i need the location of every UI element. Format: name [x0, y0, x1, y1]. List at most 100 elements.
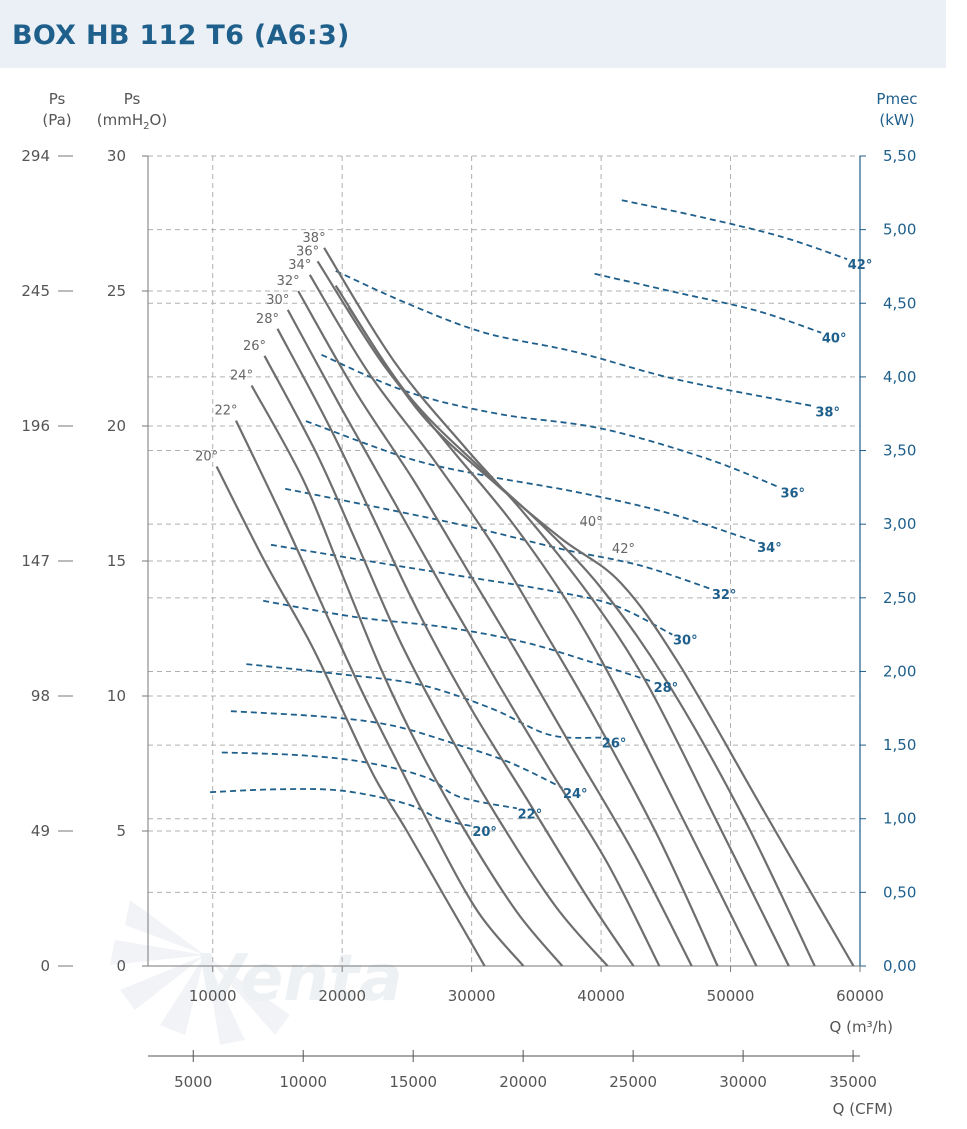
pressure-curves	[215, 247, 855, 967]
power-curve-20deg	[210, 788, 472, 827]
power-curve-40deg	[594, 272, 822, 334]
power-curve-26deg	[246, 663, 602, 739]
x2-axis-title: Q (CFM)	[833, 1100, 893, 1118]
power-curve-42deg	[621, 199, 848, 260]
power-axis-unit: (kW)	[879, 111, 914, 129]
power-curve-label: 22°	[518, 807, 543, 822]
pressure-curve-label: 36°	[296, 244, 319, 259]
mmh2o-tick-label: 5	[116, 822, 126, 840]
power-tick-label: 5,00	[883, 221, 916, 239]
power-curve-label: 30°	[673, 634, 698, 649]
power-tick-label: 5,50	[883, 147, 916, 165]
x-tick-label: 10000	[189, 987, 237, 1005]
pressure-curve-label: 30°	[266, 293, 289, 308]
power-tick-label: 0,50	[883, 883, 916, 901]
pa-tick-label: 245	[21, 282, 50, 300]
power-curve-38deg	[335, 270, 815, 408]
cfm-tick-label: 35000	[829, 1073, 877, 1091]
pressure-curve-34deg	[308, 274, 719, 967]
pressure-curve-26deg	[263, 355, 609, 967]
pa-axis-title: Ps	[49, 90, 66, 108]
pressure-curve-42deg	[347, 306, 855, 967]
pa-tick-label: 49	[31, 822, 50, 840]
pressure-curve-40deg	[334, 284, 816, 967]
pressure-curve-30deg	[286, 309, 661, 967]
power-tick-label: 4,50	[883, 294, 916, 312]
power-curve-label: 28°	[654, 681, 679, 696]
mmh2o-axis-unit: (mmH2O)	[97, 111, 167, 132]
pa-tick-label: 294	[21, 147, 50, 165]
power-curve-34deg	[305, 420, 757, 543]
x-tick-label: 50000	[707, 987, 755, 1005]
cfm-tick-label: 25000	[609, 1073, 657, 1091]
pressure-curve-36deg	[316, 260, 758, 967]
x-tick-label: 40000	[577, 987, 625, 1005]
pressure-curve-label: 24°	[230, 369, 253, 384]
power-curve-label: 26°	[602, 737, 627, 752]
curve-labels: 20°22°24°26°28°30°32°34°36°38°40°42°20°2…	[195, 231, 872, 840]
pa-tick-label: 0	[40, 957, 50, 975]
pressure-curve-label: 40°	[580, 515, 603, 530]
chart-title: BOX HB 112 T6 (A6:3)	[12, 20, 350, 51]
power-tick-label: 3,50	[883, 442, 916, 460]
power-curve-label: 20°	[472, 825, 497, 840]
pa-tick-label: 147	[21, 552, 50, 570]
pa-tick-label: 98	[31, 687, 50, 705]
brand-watermark-text: Venta	[195, 942, 403, 1016]
power-tick-label: 0,00	[883, 957, 916, 975]
power-curve-label: 24°	[563, 787, 588, 802]
pressure-curve-label: 28°	[256, 312, 279, 327]
mmh2o-axis-title: Ps	[124, 90, 141, 108]
power-curve-label: 32°	[712, 588, 737, 603]
pressure-curve-label: 26°	[243, 339, 266, 354]
pa-axis-unit: (Pa)	[42, 111, 71, 129]
power-curve-label: 34°	[757, 541, 782, 556]
power-tick-label: 2,00	[883, 662, 916, 680]
cfm-tick-label: 5000	[174, 1073, 212, 1091]
pressure-curve-28deg	[276, 328, 635, 967]
power-curve-28deg	[263, 599, 654, 683]
mmh2o-tick-label: 15	[107, 552, 126, 570]
mmh2o-tick-label: 0	[116, 957, 126, 975]
title-bar	[0, 0, 946, 68]
pressure-curve-label: 38°	[303, 231, 326, 246]
power-curve-label: 36°	[780, 486, 805, 501]
pressure-curve-label: 34°	[288, 258, 311, 273]
power-tick-label: 3,00	[883, 515, 916, 533]
mmh2o-tick-label: 10	[107, 687, 126, 705]
tick-labels: 0,00 0,50 1,00 1,50 2,00 2,50 3,00 3,50 4,00 4,50…	[21, 147, 916, 1091]
fan-logo-watermark	[110, 900, 290, 1045]
power-tick-label: 2,50	[883, 589, 916, 607]
x-axis-title: Q (m³/h)	[830, 1018, 893, 1036]
power-curve-36deg	[321, 353, 781, 489]
power-tick-label: 1,50	[883, 736, 916, 754]
power-tick-label: 4,00	[883, 368, 916, 386]
x-tick-label: 60000	[836, 987, 884, 1005]
power-curve-22deg	[221, 751, 518, 810]
power-curve-label: 38°	[815, 405, 840, 420]
x-tick-label: 30000	[448, 987, 496, 1005]
pressure-curve-label: 20°	[195, 450, 218, 465]
pressure-curve-24deg	[250, 384, 564, 967]
power-axis-title: Pmec	[876, 90, 917, 108]
mmh2o-tick-label: 30	[107, 147, 126, 165]
pressure-curve-label: 32°	[277, 274, 300, 289]
x-tick-label: 20000	[318, 987, 366, 1005]
power-curve-label: 40°	[822, 332, 847, 347]
pa-tick-label: 196	[21, 417, 50, 435]
cfm-tick-label: 20000	[499, 1073, 547, 1091]
grid	[148, 155, 860, 966]
mmh2o-tick-label: 25	[107, 282, 126, 300]
power-tick-label: 1,00	[883, 810, 916, 828]
cfm-tick-label: 30000	[719, 1073, 767, 1091]
mmh2o-tick-label: 20	[107, 417, 126, 435]
pressure-curve-38deg	[323, 247, 790, 967]
pressure-curve-label: 42°	[612, 542, 635, 557]
cfm-tick-label: 10000	[279, 1073, 327, 1091]
cfm-tick-label: 15000	[389, 1073, 437, 1091]
pressure-curve-label: 22°	[215, 404, 238, 419]
pressure-curve-20deg	[215, 466, 486, 967]
power-curve-label: 42°	[848, 258, 873, 273]
pressure-curve-22deg	[235, 420, 525, 967]
